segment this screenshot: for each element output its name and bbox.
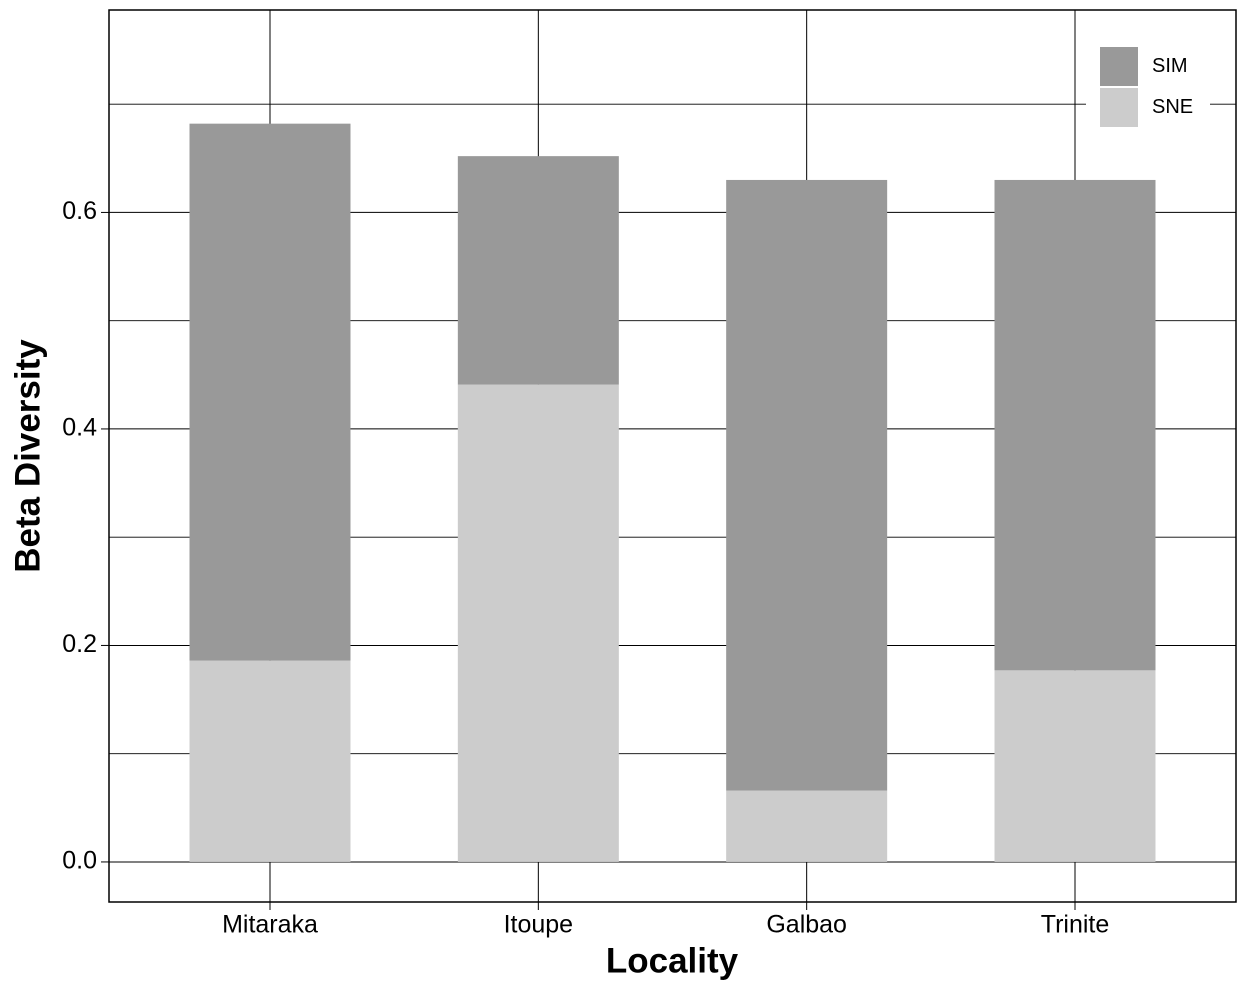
bar-segment bbox=[189, 660, 351, 862]
legend-key bbox=[1100, 47, 1138, 86]
x-axis-title: Locality bbox=[606, 941, 739, 980]
x-tick-label: Itoupe bbox=[504, 911, 574, 939]
y-tick-label: 0.6 bbox=[62, 197, 97, 225]
y-axis-title: Beta Diversity bbox=[8, 339, 47, 573]
legend-label: SNE bbox=[1152, 96, 1193, 118]
bar-segment bbox=[726, 179, 888, 791]
x-tick-label: Trinite bbox=[1041, 911, 1110, 939]
y-tick-label: 0.4 bbox=[62, 414, 97, 442]
bar-segment bbox=[994, 670, 1156, 862]
x-tick-label: Galbao bbox=[766, 911, 847, 939]
y-tick-label: 0.0 bbox=[62, 847, 97, 875]
bar-segment bbox=[726, 790, 888, 862]
y-tick-label: 0.2 bbox=[62, 630, 97, 658]
legend-key bbox=[1100, 88, 1138, 127]
bar-segment bbox=[457, 384, 619, 862]
legend-label: SIM bbox=[1152, 55, 1188, 77]
bar-segment bbox=[189, 123, 351, 661]
plot-border bbox=[108, 9, 1237, 903]
x-tick-label: Mitaraka bbox=[222, 911, 318, 939]
bar-segment bbox=[994, 179, 1156, 671]
bar-segment bbox=[457, 156, 619, 385]
